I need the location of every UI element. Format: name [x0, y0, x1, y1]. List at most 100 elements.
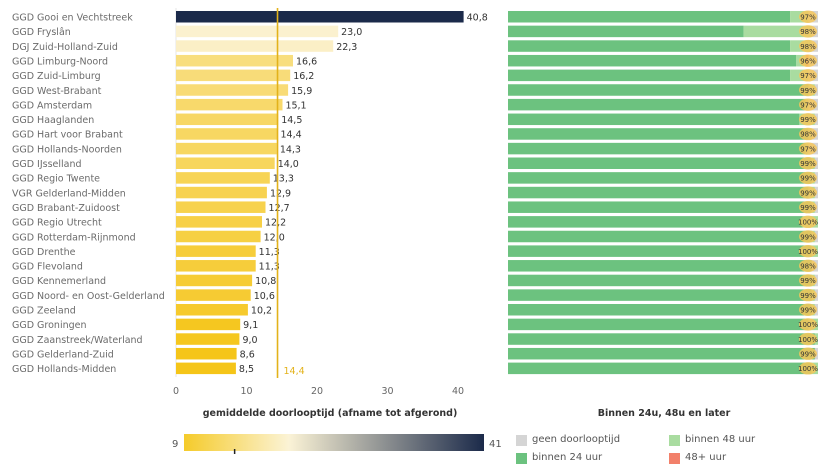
category-label: GGD Gooi en Vechtstreek	[12, 13, 133, 24]
color-scale-min-label: 9	[172, 439, 178, 450]
duration-value-label: 40,8	[467, 13, 488, 24]
duration-value-label: 15,1	[285, 100, 306, 111]
percent-badge	[799, 171, 817, 185]
x-tick-label: 20	[311, 386, 323, 397]
percent-label: 97%	[800, 101, 816, 109]
percent-badge	[799, 362, 817, 375]
duration-value-label: 11,3	[259, 262, 280, 273]
percent-label: 96%	[800, 57, 816, 65]
percent-badge	[799, 274, 817, 287]
duration-value-label: 13,3	[273, 174, 294, 185]
x-tick-label: 40	[452, 386, 464, 397]
percent-badge	[799, 39, 817, 53]
category-label: GGD Fryslân	[12, 27, 71, 38]
percent-label: 100%	[798, 365, 818, 373]
category-label: DGJ Zuid-Holland-Zuid	[12, 42, 118, 53]
legend-swatch-light-green	[669, 435, 680, 446]
share-segment-binnen-24-uur	[508, 142, 806, 155]
duration-value-label: 22,3	[336, 42, 357, 53]
duration-value-label: 16,6	[296, 56, 317, 67]
share-segment-binnen-24-uur	[508, 230, 812, 243]
color-scale-bar	[184, 434, 484, 451]
x-tick-label: 30	[381, 386, 393, 397]
percent-label: 98%	[800, 43, 816, 51]
category-label: GGD Brabant-Zuidoost	[12, 203, 120, 214]
duration-value-label: 16,2	[293, 71, 314, 82]
percent-label: 97%	[800, 14, 816, 22]
duration-bar	[176, 25, 339, 38]
percent-badge	[799, 215, 817, 229]
category-label: GGD Gelderland-Zuid	[12, 349, 114, 360]
legend-label: geen doorlooptijd	[532, 434, 621, 445]
duration-value-label: 8,6	[240, 349, 255, 360]
percent-badge	[799, 25, 817, 38]
percent-badge	[799, 98, 817, 111]
duration-bar	[176, 289, 251, 301]
duration-value-label: 8,5	[239, 364, 254, 375]
percent-badge	[799, 54, 817, 67]
share-segment-binnen-24-uur	[508, 69, 791, 82]
duration-value-label: 9,1	[243, 320, 258, 331]
duration-value-label: 14,5	[281, 115, 302, 126]
percent-label: 99%	[800, 292, 816, 300]
percent-label: 99%	[800, 233, 816, 241]
category-label: GGD Hollands-Noorden	[12, 144, 122, 155]
percent-badge	[799, 10, 817, 23]
category-label: GGD Hart voor Brabant	[12, 130, 123, 141]
percent-badge	[799, 347, 817, 360]
legend-swatch-green	[516, 453, 527, 464]
duration-bar	[176, 54, 293, 67]
duration-bar	[176, 216, 262, 228]
share-segment-binnen-24-uur	[508, 201, 812, 213]
duration-value-label: 23,0	[341, 27, 362, 38]
share-segment-binnen-24-uur	[508, 98, 806, 111]
duration-bar	[176, 172, 270, 184]
duration-value-label: 14,0	[278, 159, 299, 170]
duration-bar	[176, 98, 283, 111]
category-label: GGD West-Brabant	[12, 86, 102, 97]
duration-value-label: 14,3	[280, 144, 301, 155]
share-segment-binnen-24-uur	[508, 260, 812, 272]
percent-badge	[799, 201, 817, 214]
share-segment-binnen-24-uur	[508, 128, 809, 140]
average-reference-label: 14,4	[284, 366, 305, 377]
duration-value-label: 10,2	[251, 306, 272, 317]
percent-label: 100%	[798, 336, 818, 344]
category-label: GGD Groningen	[12, 320, 87, 331]
category-label: GGD Zaanstreek/Waterland	[12, 335, 143, 346]
share-segment-binnen-24-uur	[508, 11, 791, 23]
category-label: GGD Hollands-Midden	[12, 364, 116, 375]
legend-label: 48+ uur	[685, 452, 727, 463]
share-segment-binnen-24-uur	[508, 84, 809, 96]
duration-value-label: 10,6	[254, 291, 275, 302]
percent-label: 99%	[800, 175, 816, 183]
share-segment-binnen-24-uur	[508, 362, 812, 375]
x-tick-label: 10	[240, 386, 252, 397]
category-label: VGR Gelderland-Midden	[12, 188, 126, 199]
duration-value-label: 12,7	[269, 203, 290, 214]
share-segment-binnen-24-uur	[508, 289, 812, 301]
duration-bar	[176, 84, 289, 96]
category-label: GGD Regio Twente	[12, 174, 100, 185]
category-label: GGD IJsselland	[12, 159, 82, 170]
share-segment-binnen-24-uur	[508, 245, 812, 257]
percent-badge	[799, 69, 817, 82]
duration-bar	[176, 362, 236, 375]
duration-value-label: 12,9	[270, 188, 291, 199]
duration-value-label: 10,8	[255, 276, 276, 287]
duration-bar	[176, 186, 267, 199]
share-segment-binnen-24-uur	[508, 172, 812, 184]
percent-label: 98%	[800, 131, 816, 139]
category-label: GGD Zeeland	[12, 306, 76, 317]
percent-badge	[799, 186, 817, 199]
x-axis-title: gemiddelde doorlooptijd (afname tot afge…	[203, 408, 458, 419]
category-label: GGD Flevoland	[12, 262, 83, 273]
duration-bar	[176, 304, 248, 316]
percent-label: 100%	[798, 321, 818, 329]
percent-badge	[799, 259, 817, 272]
duration-bar	[176, 318, 241, 331]
share-segment-binnen-24-uur	[508, 157, 812, 169]
percent-badge	[799, 142, 817, 155]
duration-value-label: 14,4	[281, 130, 302, 141]
duration-value-label: 12,0	[264, 232, 285, 243]
